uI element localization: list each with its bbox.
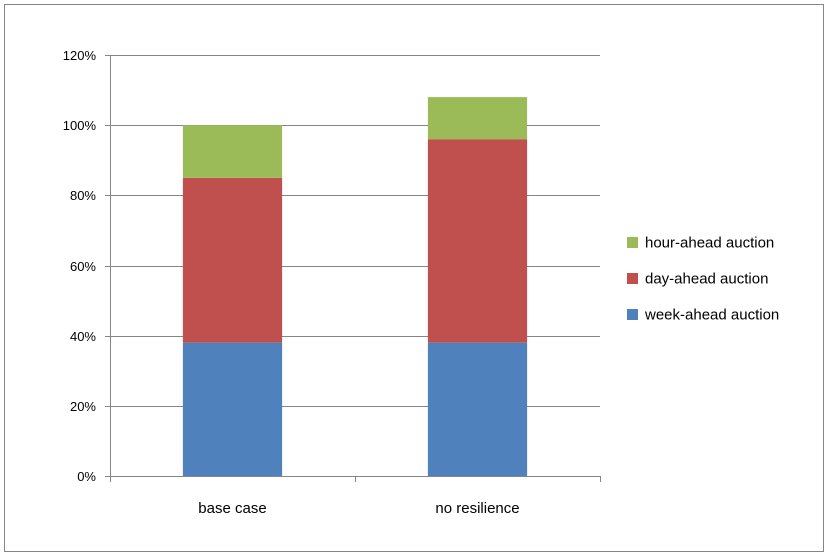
axes [105,55,601,482]
bars [182,97,528,476]
y-tick-label: 20% [70,399,96,414]
y-tick-label: 0% [77,469,96,484]
y-tick-label: 80% [70,188,96,203]
bar-segment [427,342,528,476]
bar-segment [427,97,528,140]
bar-segment [427,139,528,343]
legend-swatch [627,273,638,284]
legend-label: hour-ahead auction [645,235,774,252]
x-category-label: base case [198,500,266,517]
bar-segment [182,125,283,178]
x-category-labels: base case no resilience [198,500,519,517]
legend-label: day-ahead auction [645,271,768,288]
y-tick-label: 60% [70,259,96,274]
y-tick-label: 120% [63,48,97,63]
legend-label: week-ahead auction [644,307,779,324]
legend-swatch [627,237,638,248]
bar-segment [182,177,283,343]
y-tick-labels: 0% 20% 40% 60% 80% 100% 120% [63,48,97,484]
y-tick-label: 40% [70,329,96,344]
y-tick-label: 100% [63,118,97,133]
chart-frame [4,4,824,552]
legend-swatch [627,309,638,320]
bar-segment [182,342,283,476]
x-category-label: no resilience [435,500,519,517]
legend: hour-ahead auction day-ahead auction week-… [627,235,779,324]
